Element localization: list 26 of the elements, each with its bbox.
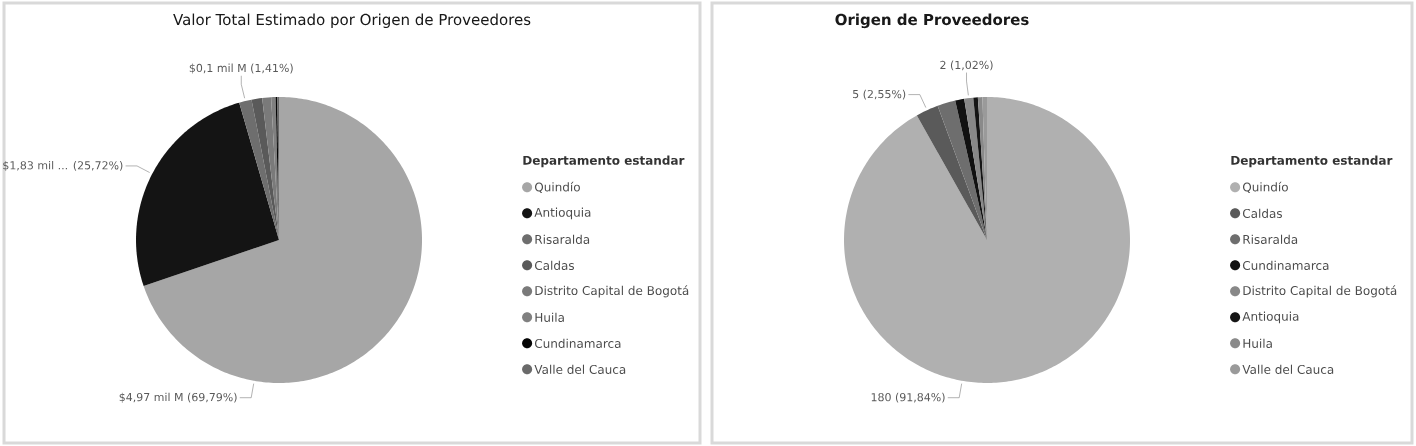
legend-title: Departamento estandar: [523, 155, 685, 168]
data-label: $1,83 mil ... (25,72%): [3, 160, 123, 171]
data-label: 180 (91,84%): [871, 392, 945, 403]
legend-label: Risaralda: [535, 234, 590, 244]
data-label: 5 (2,55%): [853, 89, 906, 100]
legend-label: Huila: [1243, 338, 1272, 348]
legend-label: Antioquia: [1242, 311, 1299, 324]
legend-label: Quindío: [534, 181, 580, 193]
legend-label: Valle del Cauca: [534, 364, 626, 374]
legend-label: Caldas: [1242, 208, 1282, 218]
legend-label: Antioquia: [534, 207, 591, 220]
legend-label: Distrito Capital de Bogotá: [1243, 285, 1397, 298]
data-label: $0,1 mil M (1,41%): [189, 63, 293, 74]
legend-label: Caldas: [534, 260, 575, 270]
legend-label: Quindío: [1242, 181, 1288, 193]
legend-label: Risaralda: [1243, 234, 1298, 244]
data-label: 2 (1,02%): [940, 60, 993, 71]
legend-title: Departamento estandar: [1231, 155, 1393, 168]
legend-label: Cundinamarca: [534, 338, 621, 348]
data-label: $4,97 mil M (69,79%): [119, 392, 237, 403]
legend-label: Cundinamarca: [1242, 260, 1329, 270]
legend-label: Huila: [535, 312, 564, 322]
chart-title: Valor Total Estimado por Origen de Proveedores: [173, 13, 531, 29]
legend-label: Distrito Capital de Bogotá: [535, 285, 689, 298]
chart-title: Origen de Proveedores: [835, 13, 1029, 29]
legend-label: Valle del Cauca: [1242, 364, 1334, 374]
